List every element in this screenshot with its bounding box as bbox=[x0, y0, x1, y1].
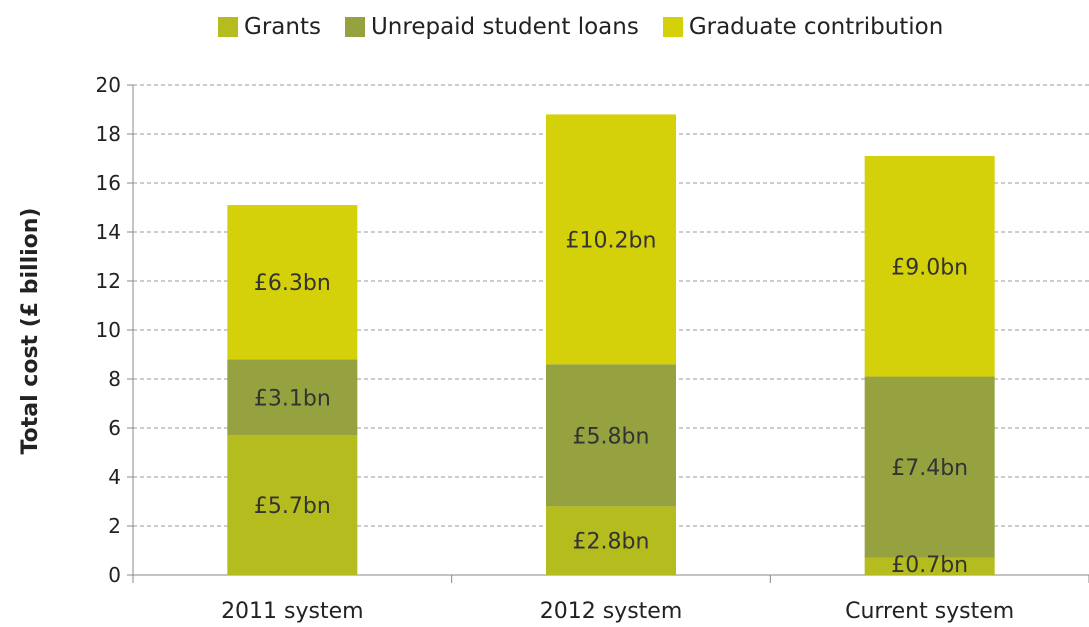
bar-segment-unrepaid-student-loans bbox=[227, 359, 358, 436]
legend: Grants Unrepaid student loans Graduate c… bbox=[218, 14, 967, 40]
bar-segment-unrepaid-student-loans bbox=[546, 364, 676, 507]
data-label: £0.7bn bbox=[891, 553, 968, 578]
y-tick-label: 16 bbox=[96, 171, 121, 195]
y-tick-label: 12 bbox=[96, 269, 121, 293]
bar-segment-grants bbox=[864, 557, 995, 575]
x-tick-label: 2011 system bbox=[221, 599, 364, 624]
y-tick-label: 14 bbox=[96, 220, 121, 244]
legend-label-grants: Grants bbox=[244, 14, 321, 40]
data-labels: £5.7bn £3.1bn £6.3bn £2.8bn £5.8bn £10.2bn £0.… bbox=[254, 228, 968, 578]
legend-swatch-unrepaid-student-loans bbox=[344, 17, 365, 37]
data-label: £10.2bn bbox=[566, 228, 657, 253]
legend-label-graduate-contribution: Graduate contribution bbox=[688, 14, 944, 40]
x-tick-label: Current system bbox=[845, 599, 1014, 624]
y-tick-label: 18 bbox=[96, 122, 121, 146]
legend-swatch-grants bbox=[218, 17, 238, 37]
bar-segment-graduate-contribution bbox=[864, 156, 995, 377]
y-tick-label: 20 bbox=[96, 73, 121, 97]
data-label: £2.8bn bbox=[573, 530, 650, 555]
legend-swatch-graduate-contribution bbox=[662, 17, 683, 37]
x-tick-label: 2012 system bbox=[540, 599, 683, 624]
legend-item-unrepaid-student-loans: Unrepaid student loans bbox=[344, 14, 639, 40]
bar-segment-graduate-contribution bbox=[227, 205, 358, 360]
bar-segment-graduate-contribution bbox=[546, 114, 676, 365]
bar-segment-grants bbox=[227, 435, 358, 575]
legend-item-graduate-contribution: Graduate contribution bbox=[662, 14, 944, 40]
y-tick-label: 6 bbox=[108, 416, 121, 440]
data-label: £7.4bn bbox=[891, 456, 968, 481]
y-tick-label: 4 bbox=[108, 465, 121, 489]
bars bbox=[227, 114, 995, 575]
data-label: £5.8bn bbox=[573, 424, 650, 449]
y-tick-label: 10 bbox=[96, 318, 121, 342]
bar-segment-grants bbox=[546, 506, 676, 575]
legend-label-unrepaid-student-loans: Unrepaid student loans bbox=[370, 14, 639, 40]
legend-item-grants: Grants bbox=[218, 14, 321, 40]
bar-segment-unrepaid-student-loans bbox=[864, 376, 995, 558]
y-tick-label: 2 bbox=[108, 514, 121, 538]
y-tick-label: 8 bbox=[108, 367, 121, 391]
data-label: £5.7bn bbox=[254, 494, 331, 519]
data-label: £6.3bn bbox=[254, 271, 331, 296]
data-label: £9.0bn bbox=[891, 255, 968, 280]
y-tick-label: 0 bbox=[108, 563, 121, 587]
data-label: £3.1bn bbox=[254, 386, 331, 411]
y-axis-label: Total cost (£ billion) bbox=[18, 208, 43, 455]
